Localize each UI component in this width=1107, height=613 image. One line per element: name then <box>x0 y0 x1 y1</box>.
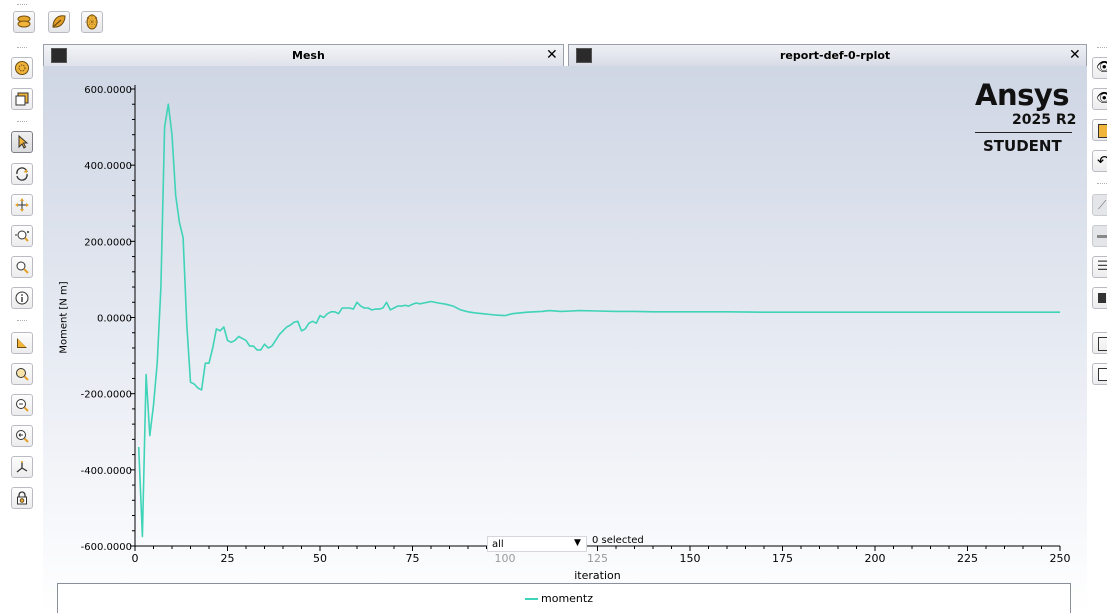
rotate-button[interactable] <box>11 163 33 185</box>
axes-icon <box>16 461 28 473</box>
report-button[interactable] <box>1092 287 1107 309</box>
surface-icon <box>17 15 31 28</box>
eye-icon: 👁 <box>1096 60 1107 75</box>
chart-icon: ⟋ <box>1098 198 1107 212</box>
select-pointer-icon <box>18 134 29 149</box>
select-pointer-button[interactable] <box>11 131 33 153</box>
info-icon <box>15 291 29 305</box>
zoom-box-icon <box>16 261 29 274</box>
list-button[interactable]: ☰ <box>1092 256 1107 278</box>
legend-swatch <box>525 598 538 600</box>
mesh-button[interactable] <box>81 11 103 33</box>
axes-button[interactable] <box>11 456 33 478</box>
y-tick-label: -400.0000 <box>81 466 132 477</box>
minus-button[interactable] <box>1092 225 1107 247</box>
selection-dropdown[interactable]: all ▼ <box>487 536 587 552</box>
list-icon: ☰ <box>1097 259 1107 274</box>
snapshot-icon <box>1098 368 1107 381</box>
background-button[interactable] <box>11 332 33 354</box>
zoom-out-button[interactable] <box>11 394 33 416</box>
brand-version: 2025 R2 <box>1012 112 1077 128</box>
zoom-previous-icon <box>16 430 29 443</box>
y-axis-label: Moment [N m] <box>58 281 70 354</box>
undo-icon: ↶ <box>1097 152 1107 170</box>
background-icon <box>17 338 27 348</box>
pan-icon <box>15 198 29 212</box>
series-line-momentz <box>137 103 1060 538</box>
x-tick-label: 150 <box>680 552 701 565</box>
x-tick-label: 200 <box>865 552 886 565</box>
x-tick-label: 100 <box>495 552 516 565</box>
mesh-tab-icon <box>51 48 67 63</box>
lock-button[interactable] <box>11 487 33 509</box>
legend: momentz <box>57 583 1071 613</box>
undo-button[interactable]: ↶ <box>1092 150 1107 172</box>
copy-icon <box>1098 337 1107 351</box>
tab-mesh-close-icon[interactable]: ✕ <box>546 47 558 63</box>
report-icon <box>1098 293 1106 303</box>
minus-icon <box>1097 235 1107 238</box>
x-tick-label: 0 <box>132 552 139 565</box>
zoom-to-fit-icon <box>16 368 29 381</box>
selection-value: all <box>492 539 504 550</box>
box-button[interactable] <box>1092 119 1107 141</box>
zoom-to-fit-button[interactable] <box>11 363 33 385</box>
zoom-in-out-icon <box>15 230 29 242</box>
tab-report-plot-label: report-def-0-rplot <box>780 49 891 62</box>
box-icon <box>1098 124 1107 138</box>
y-tick-label: 400.0000 <box>84 161 132 172</box>
tab-mesh[interactable]: Mesh ✕ <box>43 44 564 66</box>
hide-eye-icon: 👁 <box>1096 91 1107 106</box>
y-tick-label: 0.0000 <box>97 314 132 325</box>
y-tick-label: -200.0000 <box>81 390 132 401</box>
zoom-box-button[interactable] <box>11 256 33 278</box>
x-tick-label: 175 <box>772 552 793 565</box>
y-tick-label: 600.0000 <box>84 85 132 96</box>
x-tick-label: 225 <box>957 552 978 565</box>
model-icon <box>15 61 29 75</box>
copy-button[interactable] <box>1092 332 1107 354</box>
snapshot-button[interactable] <box>1092 363 1107 385</box>
brand-divider <box>975 132 1072 133</box>
x-tick-label: 250 <box>1050 552 1071 565</box>
hide-eye-button[interactable]: 👁 <box>1092 88 1107 110</box>
pan-button[interactable] <box>11 194 33 216</box>
leaf-icon <box>52 15 66 28</box>
x-tick-label: 25 <box>221 552 235 565</box>
mesh-icon <box>85 14 99 30</box>
tab-report-plot[interactable]: report-def-0-rplot ✕ <box>568 44 1087 66</box>
zoom-out-icon <box>16 399 29 412</box>
brand-name: Ansys <box>975 78 1070 112</box>
plot-tab-icon <box>576 48 592 63</box>
plot-area[interactable] <box>43 66 1087 613</box>
view-eye-button[interactable]: 👁 <box>1092 57 1107 79</box>
info-button[interactable] <box>11 287 33 309</box>
x-tick-label: 125 <box>587 552 608 565</box>
legend-item-label: momentz <box>541 592 593 605</box>
chart-button[interactable]: ⟋ <box>1092 194 1107 216</box>
display-icon <box>15 92 29 106</box>
tab-report-plot-close-icon[interactable]: ✕ <box>1069 47 1081 63</box>
y-tick-label: 200.0000 <box>84 237 132 248</box>
display-button[interactable] <box>11 88 33 110</box>
zoom-in-out-button[interactable] <box>11 225 33 247</box>
zoom-previous-button[interactable] <box>11 425 33 447</box>
lock-icon <box>17 491 27 505</box>
tab-mesh-label: Mesh <box>292 49 325 62</box>
rotate-icon <box>16 167 28 181</box>
surface-button[interactable] <box>13 11 35 33</box>
y-tick-label: -600.0000 <box>81 542 132 553</box>
brand-edition: STUDENT <box>983 137 1062 155</box>
leaf-button[interactable] <box>48 11 70 33</box>
selection-count: 0 selected <box>592 535 644 546</box>
x-axis-label: iteration <box>574 569 621 582</box>
model-button[interactable] <box>11 57 33 79</box>
x-tick-label: 75 <box>406 552 420 565</box>
chevron-down-icon: ▼ <box>574 538 581 548</box>
x-tick-label: 50 <box>313 552 327 565</box>
